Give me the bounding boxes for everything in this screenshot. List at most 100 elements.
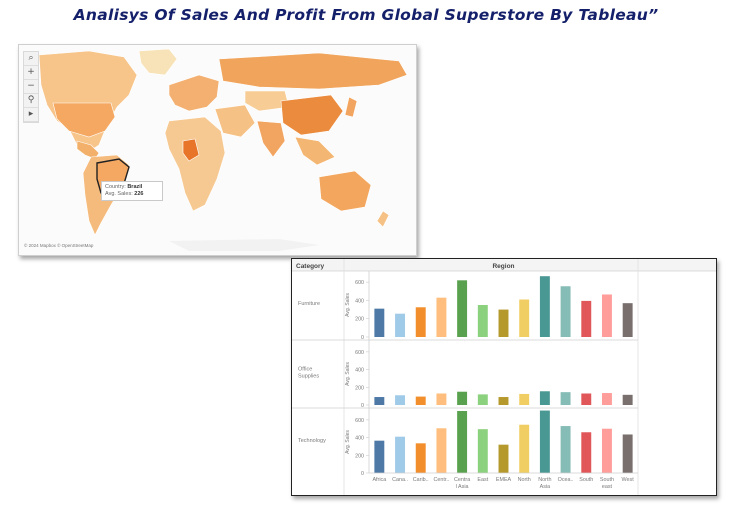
bar-technology-5: [477, 429, 488, 473]
sales-map[interactable]: ⌕ + − ⚲ ▸ Country: Brazil Avg. Sales: 22…: [18, 44, 417, 256]
y-tick-label: 600: [355, 418, 364, 424]
bar-office-supplies-5: [477, 394, 488, 405]
bar-office-supplies-7: [519, 393, 530, 405]
bar-furniture-0: [374, 308, 385, 337]
zoom-in-icon[interactable]: +: [24, 66, 38, 80]
search-icon[interactable]: ⌕: [24, 52, 38, 66]
tooltip-country-value: Brazil: [127, 184, 143, 190]
tooltip-country-label: Country:: [105, 184, 126, 190]
bar-office-supplies-6: [498, 397, 509, 405]
world-map[interactable]: [19, 45, 416, 255]
bar-furniture-8: [539, 276, 550, 337]
bar-furniture-2: [415, 307, 426, 337]
bar-chart: Category Region Furniture Avg. Sales 0 200 400…: [292, 259, 716, 495]
x-tick-label: Ocea..: [558, 477, 574, 483]
row-label-office-supplies: Office: [298, 367, 312, 373]
row-label-technology: Technology: [298, 438, 326, 444]
y-tick-label: 200: [355, 385, 364, 391]
bar-furniture-4: [457, 280, 468, 337]
bar-furniture-11: [601, 294, 612, 337]
bar-office-supplies-10: [581, 393, 592, 405]
bar-technology-12: [622, 434, 633, 473]
central-asia: [244, 90, 290, 112]
pin-icon[interactable]: ⚲: [24, 94, 38, 108]
map-toolbar: ⌕ + − ⚲ ▸: [23, 51, 39, 123]
bar-technology-7: [519, 424, 530, 473]
new-zealand: [376, 210, 390, 228]
bar-office-supplies-2: [415, 396, 426, 405]
bar-office-supplies-3: [436, 393, 447, 405]
y-axis-title: Avg. Sales: [345, 293, 351, 317]
southeast-asia: [294, 136, 336, 166]
y-tick-label: 400: [355, 368, 364, 374]
y-tick-label: 400: [355, 436, 364, 442]
page-title: Analisys Of Sales And Profit From Global…: [73, 6, 659, 24]
x-tick-label: Africa: [372, 477, 386, 483]
australia: [318, 170, 372, 212]
bar-office-supplies-8: [539, 391, 550, 405]
bar-office-supplies-9: [560, 392, 571, 405]
x-tick-label: l Asia: [456, 484, 469, 490]
bar-furniture-9: [560, 286, 571, 337]
x-tick-label: Centr..: [433, 477, 449, 483]
bar-technology-0: [374, 440, 385, 473]
x-tick-label: Asia: [540, 484, 551, 490]
bar-office-supplies-0: [374, 397, 385, 405]
x-tick-label: South: [600, 477, 614, 483]
africa: [164, 116, 226, 212]
bar-technology-2: [415, 443, 426, 473]
category-region-chart: Category Region Furniture Avg. Sales 0 200 400…: [291, 258, 717, 496]
y-tick-label: 400: [355, 298, 364, 304]
header-background: [292, 259, 716, 271]
x-tick-label: Cana..: [392, 477, 408, 483]
x-tick-label: east: [602, 484, 613, 490]
bar-furniture-3: [436, 297, 447, 337]
bar-technology-10: [581, 432, 592, 473]
north-america: [38, 50, 138, 154]
y-tick-label: 600: [355, 350, 364, 356]
bar-furniture-7: [519, 299, 530, 337]
y-tick-label: 200: [355, 453, 364, 459]
header-region: Region: [492, 263, 514, 270]
zoom-out-icon[interactable]: −: [24, 80, 38, 94]
bar-office-supplies-11: [601, 393, 612, 405]
bar-furniture-1: [395, 313, 406, 337]
bar-furniture-6: [498, 309, 509, 337]
x-tick-label: North: [538, 477, 551, 483]
x-tick-label: South: [579, 477, 593, 483]
x-tick-label: North: [518, 477, 531, 483]
x-tick-label: Carib..: [413, 477, 429, 483]
bar-technology-8: [539, 410, 550, 473]
x-tick-label: West: [622, 477, 635, 483]
bar-technology-3: [436, 428, 447, 473]
y-tick-label: 0: [361, 471, 364, 477]
greenland: [138, 48, 178, 76]
middle-east: [214, 104, 256, 138]
x-tick-label: EMEA: [496, 477, 512, 483]
bar-technology-11: [601, 428, 612, 473]
map-attribution: © 2024 Mapbox © OpenStreetMap: [24, 243, 94, 248]
india: [256, 120, 286, 158]
bar-furniture-10: [581, 300, 592, 337]
usa: [52, 102, 116, 138]
y-axis-title: Avg. Sales: [345, 362, 351, 386]
tooltip-sales-label: Avg. Sales:: [105, 191, 133, 197]
tooltip-sales-value: 226: [134, 191, 144, 197]
y-tick-label: 0: [361, 335, 364, 341]
bar-office-supplies-12: [622, 394, 633, 405]
y-tick-label: 0: [361, 403, 364, 409]
play-icon[interactable]: ▸: [24, 108, 38, 122]
y-axis-title: Avg. Sales: [345, 430, 351, 454]
y-tick-label: 200: [355, 317, 364, 323]
x-tick-label: Centra: [454, 477, 470, 483]
row-label-furniture: Furniture: [298, 301, 320, 307]
africa-dark: [182, 138, 200, 162]
x-tick-label: East: [477, 477, 488, 483]
bar-technology-4: [457, 411, 468, 473]
y-tick-label: 600: [355, 280, 364, 286]
bar-office-supplies-4: [457, 391, 468, 405]
row-label-office-supplies: Supplies: [298, 374, 319, 380]
japan: [344, 96, 358, 118]
russia: [218, 52, 408, 90]
bar-technology-9: [560, 426, 571, 473]
